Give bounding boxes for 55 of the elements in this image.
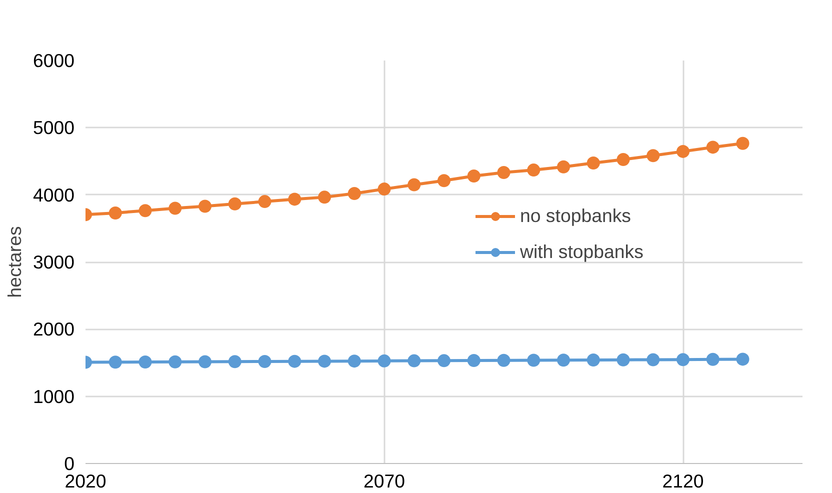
point (438, 354, 450, 368)
point (497, 166, 510, 179)
point (557, 354, 570, 367)
point (616, 353, 630, 366)
point (138, 204, 152, 218)
point (706, 140, 720, 154)
point (288, 192, 302, 206)
point (706, 352, 720, 366)
y-axis-title: hectares (4, 226, 25, 298)
y-tick-label: 3000 (32, 252, 75, 272)
point (527, 354, 540, 367)
legend-label: with stopbanks (520, 241, 644, 263)
point (168, 202, 182, 215)
point (616, 153, 630, 166)
point (318, 190, 331, 204)
point (586, 354, 600, 366)
point (497, 354, 510, 367)
point (676, 144, 690, 158)
point (467, 354, 480, 368)
point (258, 195, 272, 208)
point (378, 354, 391, 368)
point (348, 187, 361, 200)
point (467, 170, 480, 183)
point (378, 182, 391, 196)
y-tick-label: 1000 (32, 386, 75, 407)
point (586, 156, 600, 170)
point (736, 136, 750, 150)
x-tick-label: 2120 (662, 470, 704, 492)
point (198, 200, 212, 213)
point (168, 355, 182, 368)
point (557, 160, 570, 174)
point (646, 353, 660, 366)
point (676, 353, 690, 366)
point (408, 178, 421, 192)
y-tick-label: 4000 (32, 184, 75, 206)
point (288, 354, 302, 368)
point (408, 354, 421, 368)
y-tick-label: 6000 (32, 50, 75, 71)
point (527, 164, 540, 177)
point (438, 174, 450, 188)
x-tick-label: 2070 (364, 470, 406, 492)
point (258, 354, 272, 368)
point (198, 355, 212, 368)
point (318, 354, 331, 368)
y-tick-label: 5000 (32, 117, 75, 138)
point (736, 352, 750, 366)
legend-label: no stopbanks (520, 205, 631, 227)
point (108, 356, 122, 369)
point (348, 354, 361, 368)
point (228, 197, 242, 210)
point (138, 356, 152, 368)
y-tick-label: 2000 (32, 318, 75, 340)
point (646, 149, 660, 162)
point (228, 355, 242, 368)
point (108, 206, 122, 220)
